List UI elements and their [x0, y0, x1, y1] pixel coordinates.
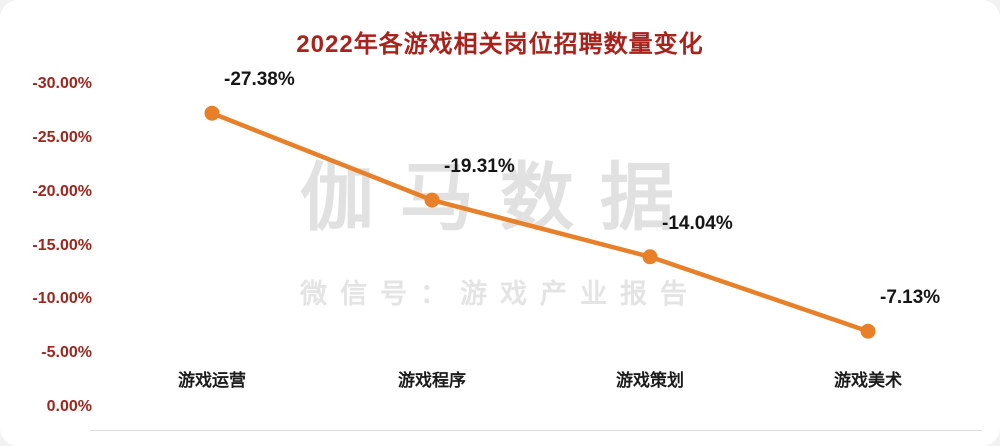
chart-title: 2022年各游戏相关岗位招聘数量变化: [296, 31, 704, 58]
y-axis-tick: -25.00%: [32, 128, 92, 146]
y-axis-tick: 0.00%: [46, 398, 92, 415]
watermark-subtext: 微信号：游戏产业报告: [300, 279, 700, 309]
watermark-text: 伽马数据: [300, 156, 700, 239]
y-axis-tick: -15.00%: [32, 236, 92, 254]
x-axis-category: 游戏美术: [834, 371, 902, 390]
y-axis-tick: -5.00%: [41, 344, 92, 362]
y-axis-tick: -30.00%: [32, 75, 92, 92]
data-label: -7.13%: [880, 287, 941, 309]
x-axis-category: 游戏程序: [398, 371, 466, 390]
y-axis-tick: -20.00%: [32, 182, 92, 200]
data-label: -19.31%: [444, 156, 515, 178]
data-label: -14.04%: [662, 212, 733, 234]
data-label: -27.38%: [224, 69, 295, 91]
x-axis-line: [90, 430, 982, 431]
y-axis-tick: -10.00%: [32, 290, 92, 308]
x-axis-category: 游戏运营: [178, 371, 246, 390]
x-axis-category: 游戏策划: [616, 371, 684, 390]
